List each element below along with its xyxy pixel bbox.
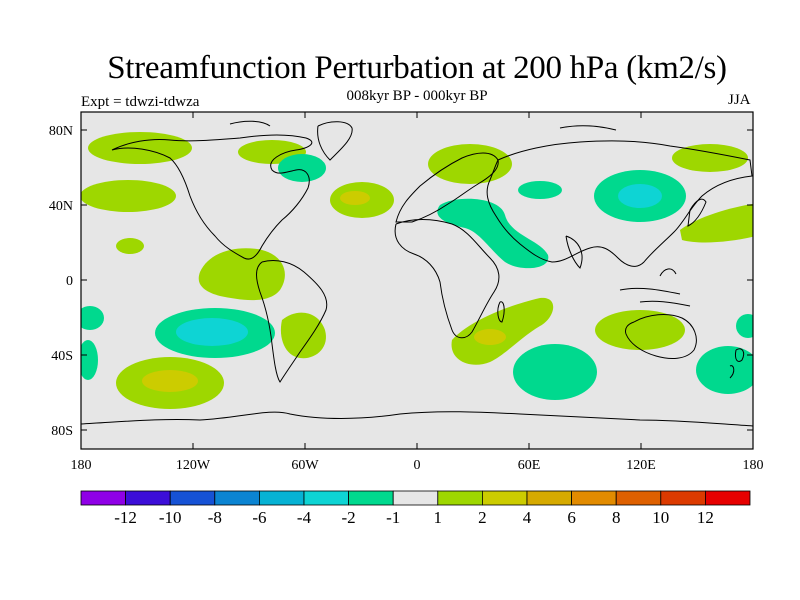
colorbar-label: 10 bbox=[652, 508, 669, 527]
colorbar-label: -6 bbox=[252, 508, 266, 527]
anomaly-region bbox=[81, 306, 104, 330]
indonesia-coast bbox=[619, 268, 691, 307]
asia-coast bbox=[486, 140, 753, 267]
colorbar-label: -10 bbox=[159, 508, 182, 527]
new-zealand-coast bbox=[729, 348, 745, 379]
anomaly-region bbox=[696, 346, 753, 394]
colorbar: -12 -10 -8 -6 -4 -2 -1 1 2 4 6 8 10 12 bbox=[80, 490, 751, 527]
y-tick-label: 0 bbox=[66, 274, 73, 289]
australia-coast bbox=[625, 314, 697, 359]
colorbar-label: 12 bbox=[697, 508, 714, 527]
arctic-islands-coast bbox=[229, 120, 617, 131]
coastlines bbox=[81, 120, 753, 427]
colorbar-label: -8 bbox=[208, 508, 222, 527]
anomaly-region bbox=[474, 329, 506, 345]
y-tick-label: 40N bbox=[49, 199, 73, 214]
anomaly-region bbox=[428, 144, 512, 184]
colorbar-swatch bbox=[615, 490, 662, 506]
anomaly-region bbox=[618, 184, 662, 208]
colorbar-swatch bbox=[80, 490, 126, 506]
japan-coast bbox=[687, 198, 707, 227]
experiment-label: Expt = tdwzi-tdwza bbox=[81, 94, 200, 110]
colorbar-swatch bbox=[481, 490, 528, 506]
colorbar-swatch bbox=[705, 490, 751, 506]
colorbar-swatch bbox=[214, 490, 260, 506]
antarctica-coast bbox=[81, 411, 753, 427]
colorbar-label: 6 bbox=[567, 508, 576, 527]
anomaly-region bbox=[595, 310, 685, 350]
colorbar-swatch bbox=[571, 490, 617, 506]
madagascar-coast bbox=[497, 301, 505, 323]
anomaly-region bbox=[88, 132, 192, 164]
colorbar-swatch bbox=[258, 490, 305, 506]
season-label: JJA bbox=[728, 92, 751, 108]
x-tick-label: 180 bbox=[71, 458, 92, 473]
colorbar-swatch bbox=[169, 490, 216, 506]
anomaly-region bbox=[280, 312, 326, 359]
anomaly-region bbox=[142, 370, 198, 392]
greenland-coast bbox=[317, 121, 353, 161]
colorbar-label: -1 bbox=[386, 508, 400, 527]
x-tick-label: 120W bbox=[176, 458, 211, 473]
anomaly-region bbox=[518, 181, 562, 199]
colorbar-label: 8 bbox=[612, 508, 621, 527]
x-tick-label: 60E bbox=[518, 458, 541, 473]
south-america-coast bbox=[256, 259, 328, 383]
y-axis: 80N 40N 0 40S 80S bbox=[49, 124, 753, 439]
anomaly-region bbox=[81, 180, 176, 212]
anomaly-region bbox=[672, 144, 748, 172]
anomaly-region bbox=[513, 344, 597, 400]
anomaly-region bbox=[451, 297, 554, 365]
anomaly-region bbox=[736, 314, 753, 338]
india-coast bbox=[565, 235, 583, 269]
anomaly-region bbox=[176, 318, 248, 346]
colorbar-swatch bbox=[526, 490, 572, 506]
africa-coast bbox=[394, 219, 500, 339]
colorbar-swatch bbox=[348, 490, 394, 506]
anomaly-region bbox=[437, 198, 549, 269]
anomaly-region bbox=[116, 238, 144, 254]
x-tick-label: 0 bbox=[414, 458, 421, 473]
y-tick-label: 80S bbox=[51, 424, 73, 439]
anomaly-region bbox=[340, 191, 370, 205]
anomaly-region bbox=[81, 340, 98, 380]
colorbar-swatch bbox=[437, 490, 483, 506]
anomaly-region bbox=[278, 154, 326, 182]
map-subtitle: 008kyr BP - 000kyr BP bbox=[346, 88, 488, 104]
north-america-coast bbox=[111, 134, 313, 260]
colorbar-label: -4 bbox=[297, 508, 312, 527]
anomaly-region bbox=[680, 203, 753, 243]
colorbar-label: -2 bbox=[342, 508, 356, 527]
colorbar-swatch bbox=[660, 490, 706, 506]
colorbar-label: -12 bbox=[114, 508, 137, 527]
map-title: Streamfunction Perturbation at 200 hPa (… bbox=[107, 50, 727, 86]
colorbar-swatch bbox=[392, 490, 439, 506]
x-axis: 180 120W 60W 0 60E 120E 180 bbox=[71, 112, 764, 473]
y-tick-label: 40S bbox=[51, 349, 73, 364]
x-tick-label: 120E bbox=[626, 458, 656, 473]
x-tick-label: 60W bbox=[291, 458, 319, 473]
colorbar-label: 1 bbox=[434, 508, 443, 527]
x-tick-label: 180 bbox=[743, 458, 764, 473]
colorbar-label: 2 bbox=[478, 508, 487, 527]
colorbar-label: 4 bbox=[523, 508, 532, 527]
y-tick-label: 80N bbox=[49, 124, 73, 139]
colorbar-swatch bbox=[125, 490, 171, 506]
colorbar-swatch bbox=[303, 490, 349, 506]
